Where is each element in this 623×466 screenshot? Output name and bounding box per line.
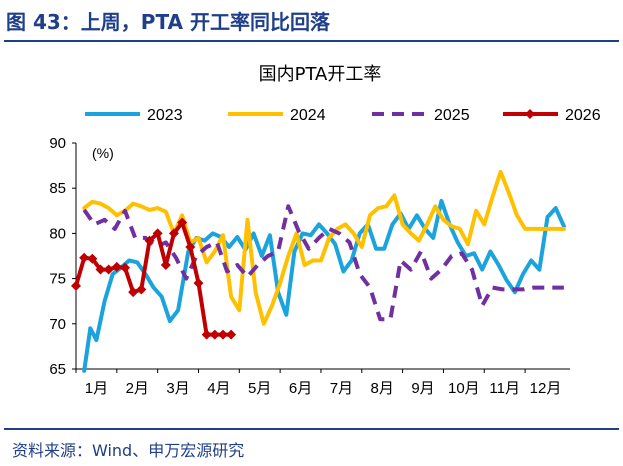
- series-point-2026: [168, 228, 179, 239]
- x-tick-label: 7月: [330, 380, 353, 397]
- bottom-divider: [4, 428, 619, 430]
- x-tick-label: 1月: [85, 380, 108, 397]
- y-tick-label: 75: [49, 271, 66, 288]
- figure-title: 图 43：上周，PTA 开工率同比回落: [6, 10, 330, 34]
- series-point-2026: [103, 264, 114, 275]
- legend-label-2024: 2024: [290, 107, 326, 124]
- legend-label-2026: 2026: [565, 107, 601, 124]
- series-layer: [71, 169, 566, 373]
- legend-label-2025: 2025: [434, 107, 470, 124]
- legend-marker-2026: [525, 109, 535, 119]
- series-point-2026: [226, 329, 237, 340]
- x-tick-label: 10月: [448, 380, 480, 397]
- series-point-2026: [71, 280, 81, 291]
- series-point-2026: [160, 260, 171, 271]
- y-tick-label: 80: [49, 225, 66, 242]
- x-tick-label: 6月: [289, 380, 312, 397]
- x-tick-label: 5月: [248, 380, 271, 397]
- series-line-2023: [82, 198, 566, 373]
- y-tick-label: 65: [49, 361, 66, 378]
- series-point-2026: [111, 261, 122, 272]
- series-point-2026: [144, 235, 155, 246]
- top-divider: [4, 40, 619, 42]
- series-point-2026: [136, 284, 147, 295]
- x-tick-label: 4月: [207, 380, 230, 397]
- y-unit-label: (%): [92, 145, 114, 161]
- series-point-2026: [95, 264, 106, 275]
- x-tick-label: 3月: [166, 380, 189, 397]
- x-tick-label: 12月: [530, 380, 562, 397]
- series-point-2026: [177, 217, 188, 228]
- series-point-2026: [79, 252, 90, 263]
- series-point-2026: [119, 262, 130, 273]
- x-tick-label: 9月: [411, 380, 434, 397]
- series-point-2026: [152, 228, 163, 239]
- series-point-2026: [87, 253, 98, 264]
- y-tick-label: 70: [49, 316, 66, 333]
- legend-label-2023: 2023: [147, 107, 183, 124]
- series-point-2026: [193, 278, 204, 289]
- series-point-2026: [128, 287, 139, 298]
- axes: 65 70 75 80 85 90 1月 2月 3月 4月 5月 6月 7月 8月 9月 10月 11月 12月: [49, 135, 570, 397]
- y-tick-label: 90: [49, 135, 66, 152]
- series-point-2026: [185, 241, 196, 252]
- source-note: 资料来源：Wind、申万宏源研究: [12, 441, 245, 460]
- legend: 2023 2024 2025 2026: [85, 107, 601, 124]
- series-line-2024: [82, 169, 566, 326]
- pta-operating-rate-chart: 国内PTA开工率 2023 2024 2025 2026 (%) 65 70 75 80 85…: [49, 64, 601, 397]
- chart-title: 国内PTA开工率: [259, 64, 382, 85]
- x-tick-label: 8月: [371, 380, 394, 397]
- x-tick-label: 11月: [489, 380, 520, 397]
- series-point-2026: [209, 329, 220, 340]
- series-line-2025: [82, 204, 564, 322]
- series-point-2026: [201, 329, 212, 340]
- y-tick-label: 85: [49, 180, 66, 197]
- series-point-2026: [217, 329, 228, 340]
- x-tick-label: 2月: [126, 380, 149, 397]
